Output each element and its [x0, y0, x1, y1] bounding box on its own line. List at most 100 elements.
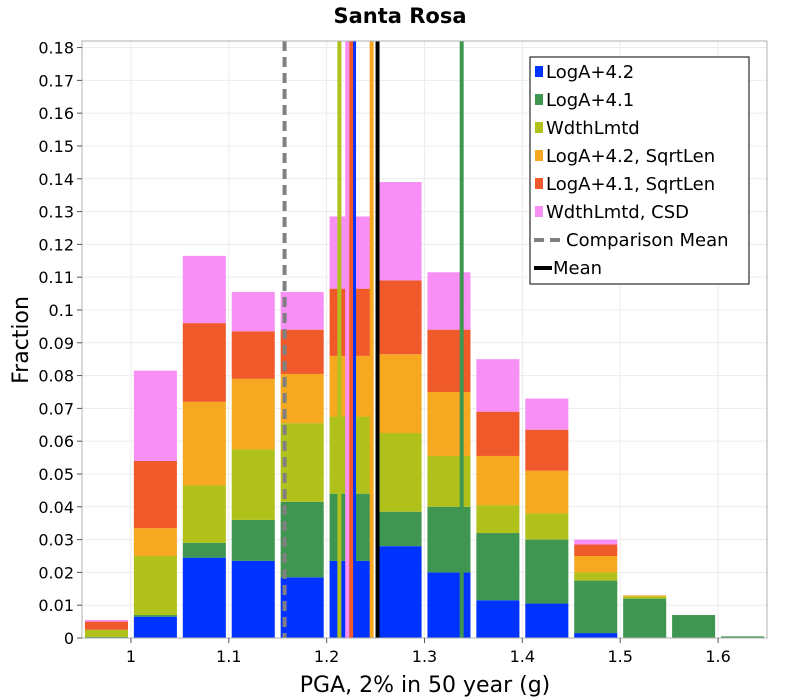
y-tick-label: 0.16	[38, 104, 74, 123]
y-tick-label: 0.18	[38, 39, 74, 58]
bar-loga-4-1-bin-7	[427, 506, 471, 573]
bar-loga-4-2-bin-10	[574, 633, 618, 638]
bar-wdthlmtd-bin-1	[133, 555, 177, 616]
bar-loga-4-1-sqrtlen-bin-7	[427, 329, 471, 392]
bar-wdthlmtd-csd-bin-3	[231, 291, 275, 332]
bar-loga-4-2-sqrtlen-bin-11	[623, 595, 667, 597]
bar-loga-4-2-bin-4	[280, 577, 324, 638]
y-axis-label: Fraction	[9, 296, 34, 384]
bar-loga-4-1-bin-9	[525, 539, 569, 604]
y-tick-label: 0	[64, 629, 74, 648]
legend-label-wdthlmtd-csd: WdthLmtd, CSD	[546, 202, 689, 223]
bar-loga-4-1-bin-12	[672, 615, 716, 638]
bar-loga-4-1-bin-6	[378, 511, 422, 547]
bar-loga-4-2-sqrtlen-bin-4	[280, 373, 324, 424]
bar-loga-4-1-bin-11	[623, 598, 667, 638]
bar-wdthlmtd-bin-4	[280, 423, 324, 502]
x-axis-ticks: 1 1.1 1.2 1.3 1.4 1.5 1.6	[126, 638, 731, 666]
legend-label-comparison-mean: Comparison Mean	[566, 230, 729, 251]
x-tick-label: 1.6	[705, 647, 730, 666]
y-tick-label: 0.12	[38, 235, 74, 254]
bar-wdthlmtd-csd-bin-1	[133, 370, 177, 461]
legend-swatch-loga-4-2	[535, 66, 543, 77]
bar-loga-4-1-sqrtlen-bin-9	[525, 429, 569, 471]
legend-label-loga-4-1-sqrtlen: LogA+4.1, SqrtLen	[546, 174, 715, 195]
bar-wdthlmtd-csd-bin-8	[476, 359, 520, 412]
x-tick-label: 1.5	[607, 647, 632, 666]
legend-swatch-loga-4-1-sqrtlen	[535, 178, 543, 189]
y-tick-label: 0.07	[38, 399, 74, 418]
y-tick-label: 0.13	[38, 203, 74, 222]
y-tick-label: 0.03	[38, 531, 74, 550]
legend-label-loga-4-1: LogA+4.1	[546, 90, 634, 111]
bar-wdthlmtd-bin-8	[476, 505, 520, 534]
bar-loga-4-2-sqrtlen-bin-1	[133, 528, 177, 556]
bar-loga-4-2-bin-6	[378, 546, 422, 638]
legend-swatch-wdthlmtd-csd	[535, 206, 543, 217]
bar-wdthlmtd-bin-3	[231, 449, 275, 520]
bar-loga-4-1-bin-10	[574, 580, 618, 634]
bar-loga-4-2-bin-3	[231, 560, 275, 638]
y-tick-label: 0.06	[38, 432, 74, 451]
bar-wdthlmtd-csd-bin-10	[574, 539, 618, 545]
mean-lines	[282, 41, 464, 638]
bar-wdthlmtd-csd-bin-0	[84, 619, 128, 622]
x-tick-label: 1.4	[510, 647, 535, 666]
bar-loga-4-2-bin-7	[427, 572, 471, 638]
bar-wdthlmtd-csd-bin-4	[280, 291, 324, 330]
bar-loga-4-1-bin-1	[133, 615, 177, 617]
legend-swatch-loga-4-2-sqrtlen	[535, 150, 543, 161]
y-tick-label: 0.09	[38, 334, 74, 353]
bar-loga-4-1-bin-4	[280, 501, 324, 578]
x-tick-label: 1.1	[216, 647, 241, 666]
y-tick-label: 0.17	[38, 71, 74, 90]
bar-wdthlmtd-csd-bin-6	[378, 182, 422, 281]
legend-label-loga-4-2-sqrtlen: LogA+4.2, SqrtLen	[546, 146, 715, 167]
bar-wdthlmtd-bin-7	[427, 455, 471, 507]
bar-loga-4-1-bin-13	[721, 636, 765, 638]
bar-wdthlmtd-bin-11	[623, 596, 667, 599]
bar-loga-4-2-bin-1	[133, 616, 177, 638]
x-tick-label: 1	[126, 647, 136, 666]
bar-wdthlmtd-bin-9	[525, 513, 569, 540]
bar-loga-4-2-sqrtlen-bin-9	[525, 470, 569, 514]
bar-loga-4-2-bin-9	[525, 603, 569, 638]
bar-wdthlmtd-bin-2	[182, 485, 226, 543]
bar-loga-4-2-sqrtlen-bin-10	[574, 555, 618, 573]
bar-wdthlmtd-csd-bin-2	[182, 255, 226, 324]
legend: LogA+4.2 LogA+4.1 WdthLmtd LogA+4.2, SqrtLe…	[529, 56, 750, 285]
bar-loga-4-1-sqrtlen-bin-3	[231, 331, 275, 379]
bar-loga-4-1-sqrtlen-bin-2	[182, 323, 226, 402]
bar-loga-4-1-bin-3	[231, 519, 275, 561]
bar-loga-4-2-sqrtlen-bin-7	[427, 391, 471, 456]
legend-label-loga-4-2: LogA+4.2	[546, 62, 634, 83]
legend-swatch-loga-4-1	[535, 94, 543, 105]
bar-loga-4-2-bin-2	[182, 557, 226, 638]
bar-loga-4-2-sqrtlen-bin-8	[476, 455, 520, 506]
bar-loga-4-1-sqrtlen-bin-8	[476, 411, 520, 456]
bar-loga-4-2-sqrtlen-bin-3	[231, 378, 275, 450]
chart-title: Santa Rosa	[333, 4, 466, 28]
y-tick-label: 0.01	[38, 596, 74, 615]
y-tick-label: 0.1	[49, 301, 74, 320]
y-tick-label: 0.02	[38, 563, 74, 582]
bar-wdthlmtd-csd-bin-7	[427, 272, 471, 330]
legend-box	[529, 56, 750, 285]
bar-loga-4-1-sqrtlen-bin-0	[84, 621, 128, 630]
y-axis-ticks: 0 0.01 0.02 0.03 0.04 0.05 0.06 0.07 0.08 0.09 0.1…	[38, 39, 82, 648]
bar-loga-4-2-sqrtlen-bin-6	[378, 354, 422, 433]
bar-wdthlmtd-csd-bin-9	[525, 398, 569, 430]
x-tick-label: 1.3	[412, 647, 437, 666]
bar-loga-4-1-sqrtlen-bin-6	[378, 280, 422, 355]
bar-loga-4-1-sqrtlen-bin-4	[280, 329, 324, 374]
y-tick-label: 0.08	[38, 367, 74, 386]
bar-loga-4-2-sqrtlen-bin-2	[182, 401, 226, 486]
legend-label-mean: Mean	[553, 258, 602, 279]
y-tick-label: 0.15	[38, 137, 74, 156]
bar-wdthlmtd-bin-10	[574, 572, 618, 581]
y-tick-label: 0.04	[38, 498, 74, 517]
x-tick-label: 1.2	[314, 647, 339, 666]
bar-loga-4-2-bin-8	[476, 600, 520, 638]
x-axis-label: PGA, 2% in 50 year (g)	[300, 673, 551, 698]
